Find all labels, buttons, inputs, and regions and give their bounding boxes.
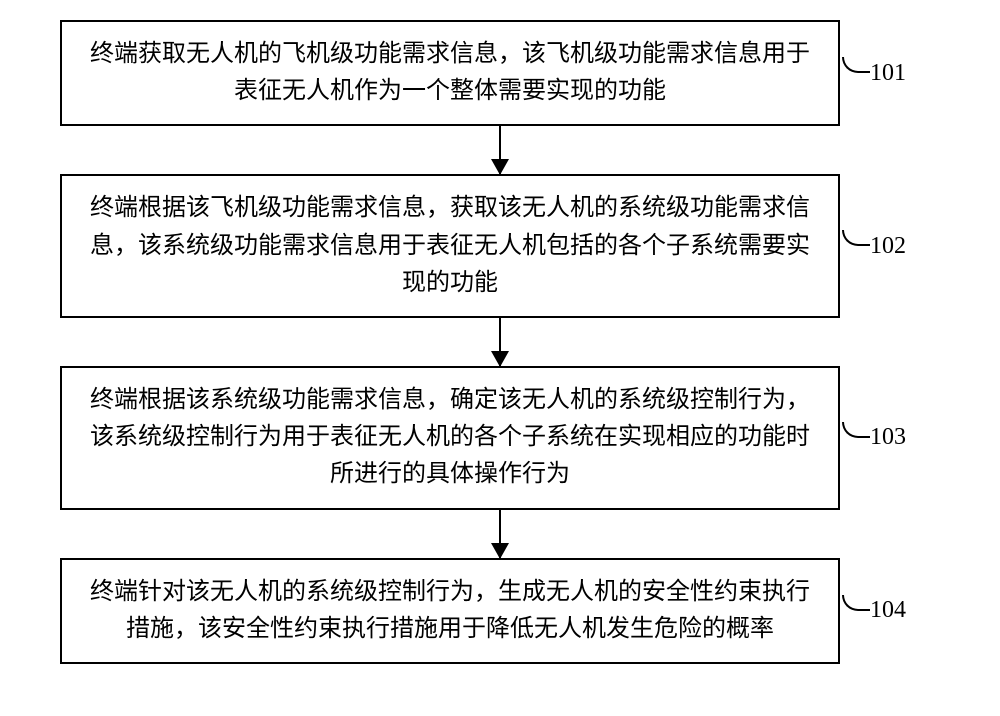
step-label-102: 102 <box>870 233 906 260</box>
step-row-102: 终端根据该飞机级功能需求信息，获取该无人机的系统级功能需求信息，该系统级功能需求… <box>60 174 940 318</box>
arrow-1 <box>499 126 501 174</box>
step-label-104: 104 <box>870 597 906 624</box>
step-box-102: 终端根据该飞机级功能需求信息，获取该无人机的系统级功能需求信息，该系统级功能需求… <box>60 174 840 318</box>
step-row-104: 终端针对该无人机的系统级控制行为，生成无人机的安全性约束执行措施，该安全性约束执… <box>60 558 940 664</box>
step-label-101: 101 <box>870 60 906 87</box>
step-box-104: 终端针对该无人机的系统级控制行为，生成无人机的安全性约束执行措施，该安全性约束执… <box>60 558 840 664</box>
step-label-103: 103 <box>870 424 906 451</box>
arrow-2 <box>499 318 501 366</box>
step-box-101: 终端获取无人机的飞机级功能需求信息，该飞机级功能需求信息用于表征无人机作为一个整… <box>60 20 840 126</box>
step-text: 终端根据该系统级功能需求信息，确定该无人机的系统级控制行为，该系统级控制行为用于… <box>84 382 816 494</box>
step-row-103: 终端根据该系统级功能需求信息，确定该无人机的系统级控制行为，该系统级控制行为用于… <box>60 366 940 510</box>
step-text: 终端获取无人机的飞机级功能需求信息，该飞机级功能需求信息用于表征无人机作为一个整… <box>84 36 816 110</box>
step-text: 终端针对该无人机的系统级控制行为，生成无人机的安全性约束执行措施，该安全性约束执… <box>84 574 816 648</box>
step-text: 终端根据该飞机级功能需求信息，获取该无人机的系统级功能需求信息，该系统级功能需求… <box>84 190 816 302</box>
flowchart-container: 终端获取无人机的飞机级功能需求信息，该飞机级功能需求信息用于表征无人机作为一个整… <box>60 20 940 664</box>
step-box-103: 终端根据该系统级功能需求信息，确定该无人机的系统级控制行为，该系统级控制行为用于… <box>60 366 840 510</box>
arrow-3 <box>499 510 501 558</box>
step-row-101: 终端获取无人机的飞机级功能需求信息，该飞机级功能需求信息用于表征无人机作为一个整… <box>60 20 940 126</box>
